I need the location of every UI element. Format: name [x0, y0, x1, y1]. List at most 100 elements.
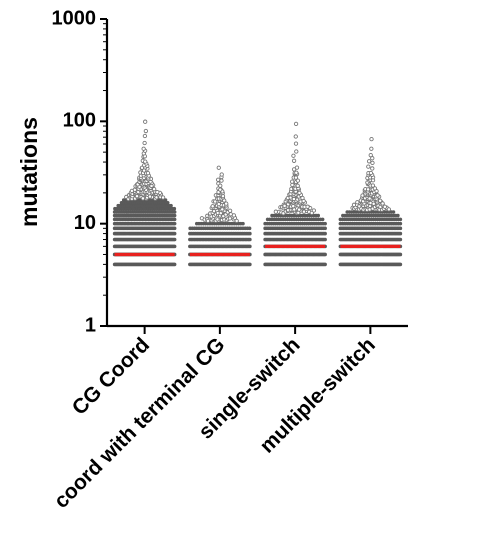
axes	[105, 19, 408, 328]
data-point	[163, 198, 168, 202]
data-point	[218, 183, 223, 188]
y-tick-label: 1	[85, 314, 96, 336]
data-point	[323, 221, 327, 226]
data-point	[300, 195, 305, 201]
data-point	[172, 206, 177, 211]
data-point	[289, 179, 295, 184]
data-point	[295, 178, 301, 183]
data-point	[172, 217, 177, 222]
data-point	[398, 226, 403, 231]
data-point	[145, 170, 151, 176]
data-point	[323, 252, 327, 257]
data-point	[370, 166, 375, 171]
data-point	[396, 213, 400, 218]
data-point	[368, 170, 374, 176]
data-point	[366, 159, 372, 164]
data-point	[248, 262, 252, 267]
data-point	[140, 196, 146, 201]
data-point	[371, 201, 376, 206]
data-point	[398, 221, 403, 226]
data-point	[169, 203, 173, 208]
data-point	[248, 231, 252, 236]
data-point	[216, 165, 221, 170]
data-point	[377, 198, 383, 203]
data-point	[165, 200, 170, 205]
data-point	[293, 134, 298, 139]
data-point	[365, 187, 371, 192]
data-point	[386, 207, 392, 212]
data-point	[291, 153, 296, 158]
data-point	[370, 183, 376, 188]
data-point	[398, 237, 403, 242]
points-layer	[112, 119, 403, 267]
data-point	[291, 203, 296, 209]
data-point	[297, 190, 302, 196]
data-point	[248, 244, 252, 249]
data-point	[282, 203, 287, 209]
data-point	[369, 146, 374, 151]
data-point	[294, 165, 300, 170]
data-point	[316, 213, 321, 218]
data-point	[293, 175, 299, 180]
data-point	[215, 177, 221, 182]
data-point	[382, 204, 388, 209]
data-point	[248, 237, 252, 242]
data-point	[293, 121, 299, 127]
data-point	[234, 218, 239, 224]
y-tick-label: 1000	[52, 7, 97, 29]
data-point	[160, 195, 166, 200]
data-point	[172, 237, 177, 242]
data-point	[375, 193, 380, 198]
y-axis-title: mutations	[16, 117, 42, 227]
data-point	[241, 221, 245, 226]
data-point	[143, 128, 149, 134]
data-point	[143, 119, 148, 124]
data-point	[227, 208, 233, 213]
data-point	[370, 160, 375, 166]
data-point	[295, 183, 300, 188]
data-point	[398, 262, 403, 267]
data-point	[172, 221, 177, 226]
data-point	[366, 164, 371, 169]
data-point	[152, 187, 157, 192]
data-point	[172, 213, 177, 218]
data-point	[294, 170, 299, 175]
data-point	[155, 190, 160, 195]
data-point	[218, 187, 223, 192]
y-ticks: 1 10 100 1000	[52, 7, 107, 336]
data-point	[320, 217, 325, 222]
data-point	[368, 153, 373, 158]
data-point	[398, 217, 403, 222]
data-point	[369, 136, 374, 142]
data-point	[172, 210, 177, 214]
y-tick-label: 10	[74, 212, 96, 234]
data-point	[311, 208, 317, 213]
data-point	[213, 199, 218, 204]
data-point	[143, 159, 148, 164]
y-tick-label: 100	[63, 110, 96, 132]
data-point	[296, 207, 302, 212]
data-point	[172, 231, 177, 236]
data-point	[294, 149, 299, 154]
medians-layer	[114, 244, 401, 257]
data-point	[142, 140, 147, 146]
data-point	[323, 262, 327, 267]
data-point	[323, 231, 327, 236]
data-point	[391, 210, 396, 214]
data-point	[367, 196, 372, 201]
data-point	[172, 262, 177, 267]
data-point	[355, 200, 360, 205]
data-point	[372, 186, 378, 191]
data-point	[323, 226, 327, 231]
data-point	[220, 207, 225, 212]
data-point	[172, 226, 177, 231]
data-point	[398, 252, 403, 257]
data-point	[305, 204, 310, 209]
data-point	[219, 178, 224, 183]
data-point	[293, 141, 299, 146]
data-point	[231, 213, 237, 218]
data-point	[323, 237, 327, 242]
data-point	[205, 218, 211, 224]
